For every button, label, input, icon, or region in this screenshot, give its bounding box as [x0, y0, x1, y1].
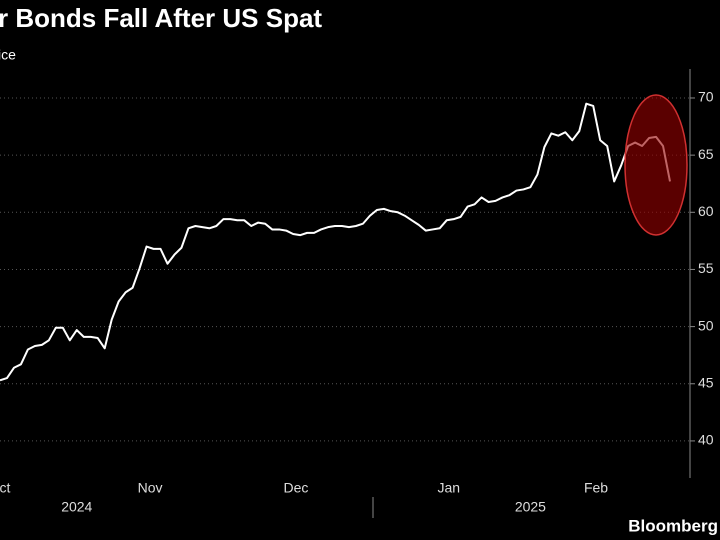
chart-title: r Bonds Fall After US Spat — [0, 3, 322, 33]
y-tick-label: 50 — [698, 317, 714, 333]
year-label: 2024 — [61, 499, 92, 515]
x-tick-label: Dec — [283, 480, 308, 496]
y-tick-label: 40 — [698, 432, 714, 448]
year-label: 2025 — [515, 499, 546, 515]
y-tick-label: 60 — [698, 203, 714, 219]
chart-subtitle: ice — [0, 47, 16, 63]
y-tick-label: 45 — [698, 374, 714, 390]
x-tick-label: Jan — [437, 480, 460, 496]
source: Bloomberg — [628, 516, 718, 535]
x-tick-label: Feb — [584, 480, 608, 496]
price-line — [0, 102, 671, 382]
y-tick-label: 70 — [698, 89, 714, 105]
x-tick-label: Nov — [138, 480, 163, 496]
y-tick-label: 55 — [698, 260, 714, 276]
highlight-ellipse — [624, 94, 688, 236]
y-tick-label: 65 — [698, 146, 714, 162]
x-tick-label: ct — [0, 480, 10, 496]
